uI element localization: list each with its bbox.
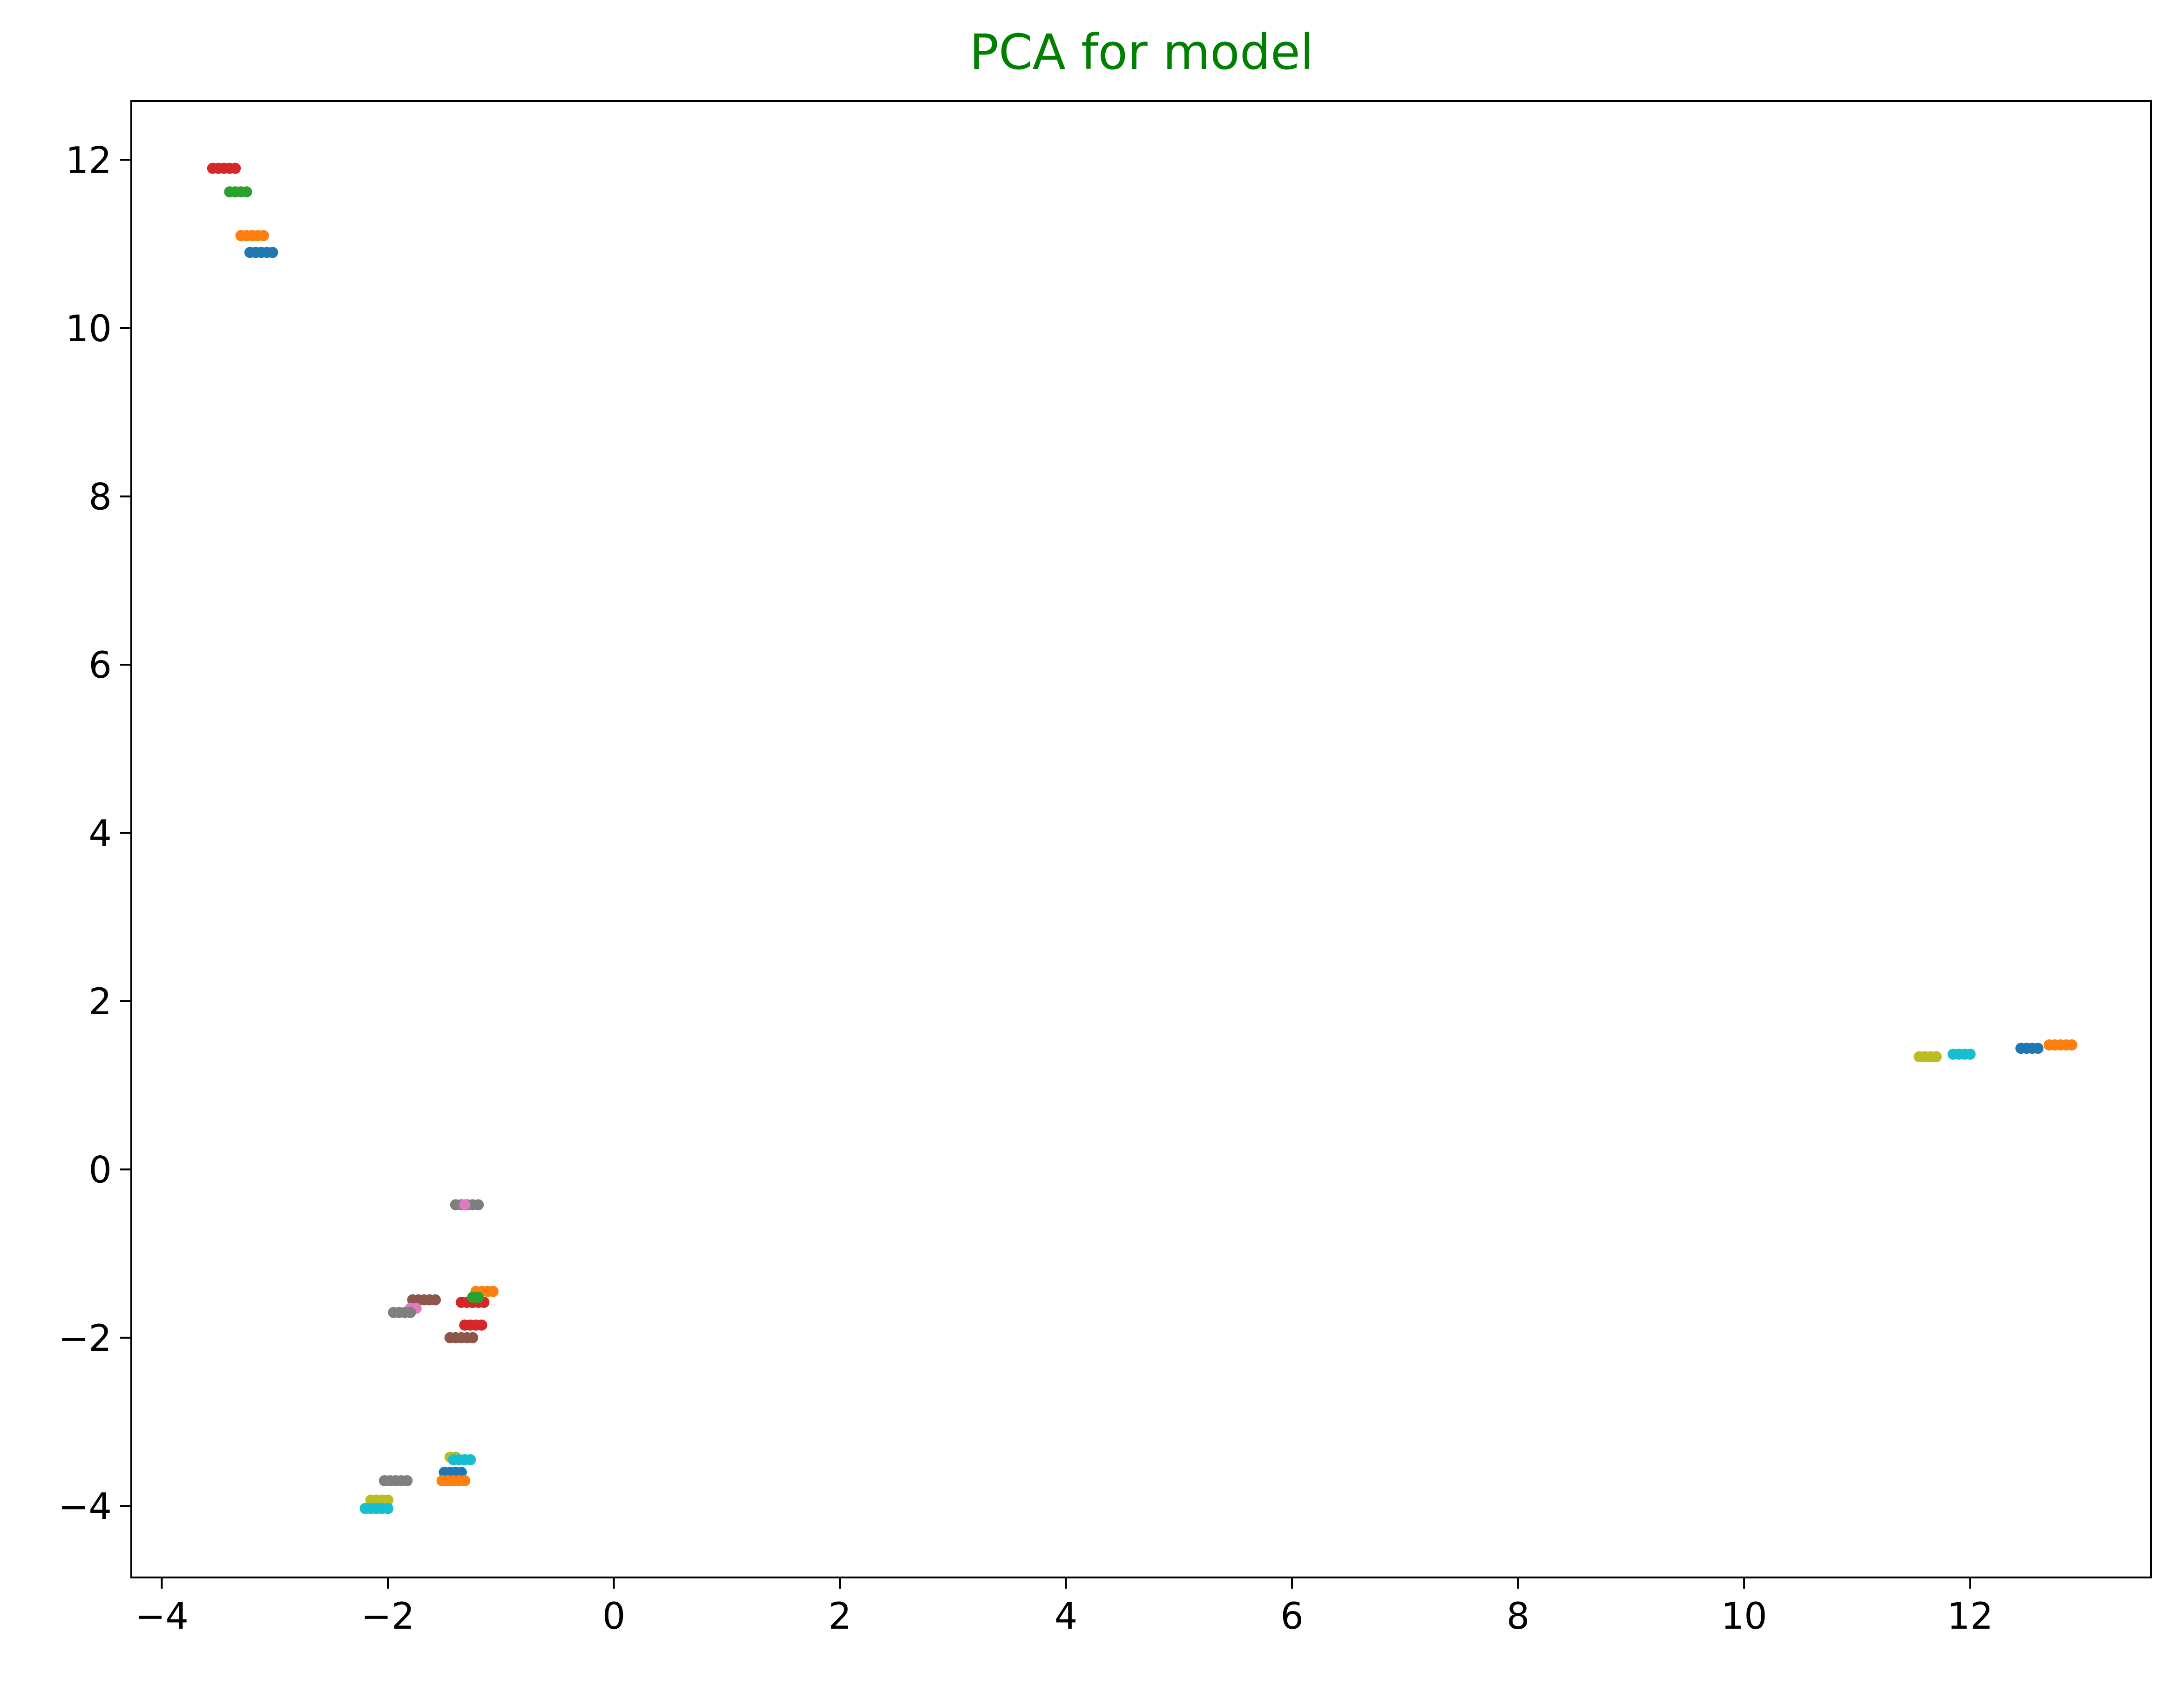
scatter-point	[1930, 1051, 1942, 1063]
scatter-point	[473, 1199, 484, 1211]
point-cluster	[1914, 1051, 1942, 1063]
plot-area-frame	[130, 100, 2152, 1578]
scatter-point	[401, 1475, 413, 1487]
point-cluster	[388, 1307, 416, 1318]
scatter-point	[382, 1494, 394, 1506]
y-tick-label: 12	[66, 140, 112, 182]
point-cluster	[365, 1494, 394, 1506]
point-cluster	[459, 1319, 487, 1331]
y-tick-label: 6	[88, 645, 112, 687]
scatter-point	[382, 1503, 394, 1514]
x-tick-label: 2	[828, 1596, 852, 1638]
x-tick-label: 8	[1507, 1596, 1530, 1638]
scatter-point	[2066, 1039, 2078, 1051]
scatter-point	[459, 1475, 471, 1487]
point-cluster	[244, 247, 278, 258]
scatter-point	[465, 1454, 476, 1465]
scatter-point	[473, 1292, 484, 1303]
point-cluster	[407, 1294, 441, 1306]
y-tick-label: −4	[58, 1486, 112, 1528]
y-tick-label: 10	[66, 308, 112, 350]
y-tick-label: −2	[58, 1318, 112, 1360]
point-cluster	[207, 162, 241, 174]
scatter-point	[455, 1467, 467, 1478]
point-cluster	[2043, 1039, 2078, 1051]
scatter-point	[476, 1319, 487, 1331]
point-cluster	[467, 1292, 484, 1303]
point-cluster	[439, 1467, 467, 1478]
y-tick-label: 4	[88, 813, 112, 855]
scatter-points	[207, 162, 2078, 1514]
scatter-point	[230, 162, 241, 174]
scatter-point	[430, 1294, 441, 1306]
x-tick-label: 4	[1055, 1596, 1078, 1638]
point-cluster	[224, 186, 252, 198]
x-tick-label: −2	[361, 1596, 415, 1638]
x-tick-label: 12	[1947, 1596, 1993, 1638]
point-cluster	[459, 1199, 471, 1211]
point-cluster	[235, 230, 270, 242]
x-tick-label: 0	[602, 1596, 626, 1638]
scatter-point	[467, 1332, 479, 1343]
point-cluster	[447, 1454, 476, 1465]
axis-ticks: −4 −2 0 2 4 6 8 10 12 −4 −2 0 2 4 6 8 10 12	[58, 140, 1993, 1638]
x-tick-label: −4	[135, 1596, 189, 1638]
point-cluster	[2015, 1043, 2044, 1054]
scatter-point	[405, 1307, 416, 1318]
scatter-point	[2032, 1043, 2044, 1054]
scatter-point	[487, 1286, 499, 1297]
scatter-point	[267, 247, 278, 258]
point-cluster	[1947, 1048, 1976, 1060]
chart-title: PCA for model	[969, 24, 1313, 81]
y-tick-label: 2	[88, 981, 112, 1023]
y-tick-label: 0	[88, 1149, 112, 1191]
point-cluster	[379, 1475, 413, 1487]
x-tick-label: 6	[1280, 1596, 1304, 1638]
scatter-point	[258, 230, 270, 242]
point-cluster	[436, 1475, 471, 1487]
scatter-point	[459, 1199, 471, 1211]
y-tick-label: 8	[88, 476, 112, 518]
scatter-point	[241, 186, 252, 198]
point-cluster	[359, 1503, 394, 1514]
x-tick-label: 10	[1721, 1596, 1767, 1638]
scatter-point	[1964, 1048, 1976, 1060]
point-cluster	[444, 1332, 479, 1343]
